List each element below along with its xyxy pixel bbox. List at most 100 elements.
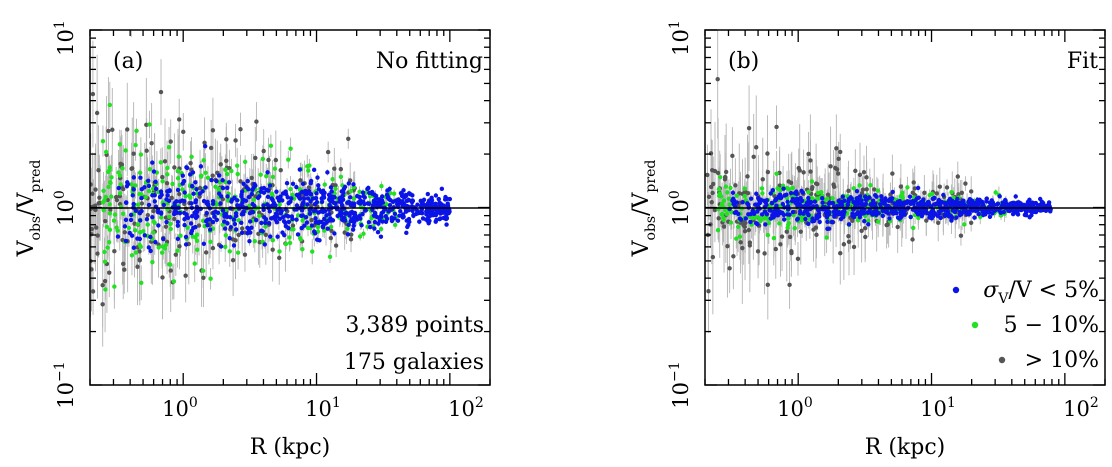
data-point-green bbox=[263, 224, 268, 229]
data-point-blue bbox=[951, 201, 956, 206]
data-point-blue bbox=[245, 178, 250, 184]
data-point-blue bbox=[392, 211, 398, 217]
data-point-blue bbox=[879, 194, 884, 199]
data-point-blue bbox=[372, 226, 377, 231]
data-point-green bbox=[235, 171, 240, 177]
data-point-blue bbox=[355, 193, 360, 199]
data-point-blue bbox=[311, 209, 317, 214]
data-point-blue bbox=[246, 227, 251, 232]
data-point-blue bbox=[335, 213, 340, 219]
data-point-green bbox=[139, 192, 144, 197]
data-point-blue bbox=[340, 215, 345, 220]
data-point-gray bbox=[762, 251, 767, 256]
data-point-gray bbox=[160, 275, 165, 280]
data-point-blue bbox=[166, 198, 172, 203]
data-point-blue bbox=[867, 195, 872, 200]
data-point-blue bbox=[285, 195, 290, 200]
data-point-gray bbox=[113, 194, 119, 200]
data-point-blue bbox=[144, 216, 150, 222]
data-point-gray bbox=[746, 227, 752, 233]
data-point-gray bbox=[936, 220, 941, 226]
data-point-gray bbox=[333, 243, 339, 248]
data-point-blue bbox=[404, 198, 410, 204]
data-point-blue bbox=[326, 218, 331, 224]
data-point-blue bbox=[265, 194, 271, 200]
data-point-blue bbox=[745, 201, 750, 206]
data-point-green bbox=[315, 224, 321, 230]
data-point-blue bbox=[902, 208, 907, 213]
data-point-blue bbox=[1029, 213, 1034, 218]
data-point-green bbox=[300, 246, 305, 252]
data-point-blue bbox=[237, 203, 243, 208]
data-point-blue bbox=[987, 214, 993, 219]
data-point-blue bbox=[829, 219, 835, 225]
data-point-gray bbox=[164, 180, 170, 186]
data-point-blue bbox=[182, 222, 187, 228]
data-point-green bbox=[765, 232, 771, 238]
data-point-blue bbox=[241, 181, 246, 187]
data-point-gray bbox=[201, 275, 206, 280]
data-point-blue bbox=[862, 194, 868, 199]
data-point-gray bbox=[137, 257, 142, 262]
data-point-gray bbox=[93, 203, 98, 208]
data-point-green bbox=[143, 195, 148, 200]
data-point-blue bbox=[261, 190, 267, 195]
data-point-gray bbox=[716, 216, 721, 221]
data-point-gray bbox=[108, 207, 113, 213]
data-point-gray bbox=[725, 243, 730, 249]
data-point-blue bbox=[146, 178, 151, 184]
data-point-blue bbox=[232, 195, 237, 201]
data-point-gray bbox=[712, 168, 718, 174]
data-point-green bbox=[799, 214, 804, 220]
data-point-green bbox=[223, 244, 228, 250]
data-point-blue bbox=[767, 208, 772, 213]
data-point-gray bbox=[328, 235, 334, 241]
data-point-gray bbox=[958, 233, 964, 238]
data-point-blue bbox=[131, 245, 137, 250]
data-point-blue bbox=[313, 196, 319, 201]
data-point-blue bbox=[314, 191, 319, 196]
data-point-blue bbox=[220, 178, 225, 183]
data-point-blue bbox=[156, 223, 161, 228]
data-point-green bbox=[735, 224, 741, 230]
data-point-blue bbox=[182, 217, 187, 222]
data-point-gray bbox=[349, 232, 354, 237]
data-point-blue bbox=[938, 215, 943, 221]
data-point-blue bbox=[895, 199, 901, 204]
data-point-blue bbox=[881, 201, 886, 206]
data-point-blue bbox=[870, 198, 876, 203]
data-point-blue bbox=[782, 217, 787, 222]
data-point-green bbox=[771, 235, 777, 241]
data-point-green bbox=[138, 244, 143, 250]
data-point-blue bbox=[805, 211, 811, 217]
data-point-green bbox=[166, 144, 172, 150]
data-point-blue bbox=[180, 173, 185, 178]
data-point-blue bbox=[1028, 209, 1033, 214]
data-point-blue bbox=[252, 181, 257, 187]
data-point-green bbox=[183, 194, 188, 199]
data-point-blue bbox=[233, 227, 239, 232]
data-point-blue bbox=[227, 235, 232, 241]
data-point-blue bbox=[973, 208, 978, 214]
data-point-green bbox=[216, 186, 222, 192]
data-point-blue bbox=[351, 182, 356, 187]
data-point-blue bbox=[300, 203, 305, 208]
data-point-blue bbox=[731, 201, 736, 207]
data-point-gray bbox=[346, 136, 351, 141]
data-point-green bbox=[147, 122, 152, 127]
data-point-gray bbox=[177, 191, 182, 197]
data-point-gray bbox=[125, 127, 130, 132]
data-point-blue bbox=[397, 213, 402, 218]
data-point-blue bbox=[142, 233, 148, 238]
data-point-green bbox=[905, 185, 910, 190]
data-point-blue bbox=[771, 209, 777, 214]
data-point-blue bbox=[343, 218, 348, 223]
data-point-blue bbox=[872, 201, 878, 207]
data-point-gray bbox=[806, 151, 811, 157]
data-point-gray bbox=[955, 174, 960, 179]
data-point-green bbox=[145, 222, 150, 227]
data-point-gray bbox=[835, 171, 841, 176]
data-point-blue bbox=[351, 223, 357, 228]
data-point-green bbox=[993, 190, 998, 195]
data-point-blue bbox=[161, 202, 167, 208]
